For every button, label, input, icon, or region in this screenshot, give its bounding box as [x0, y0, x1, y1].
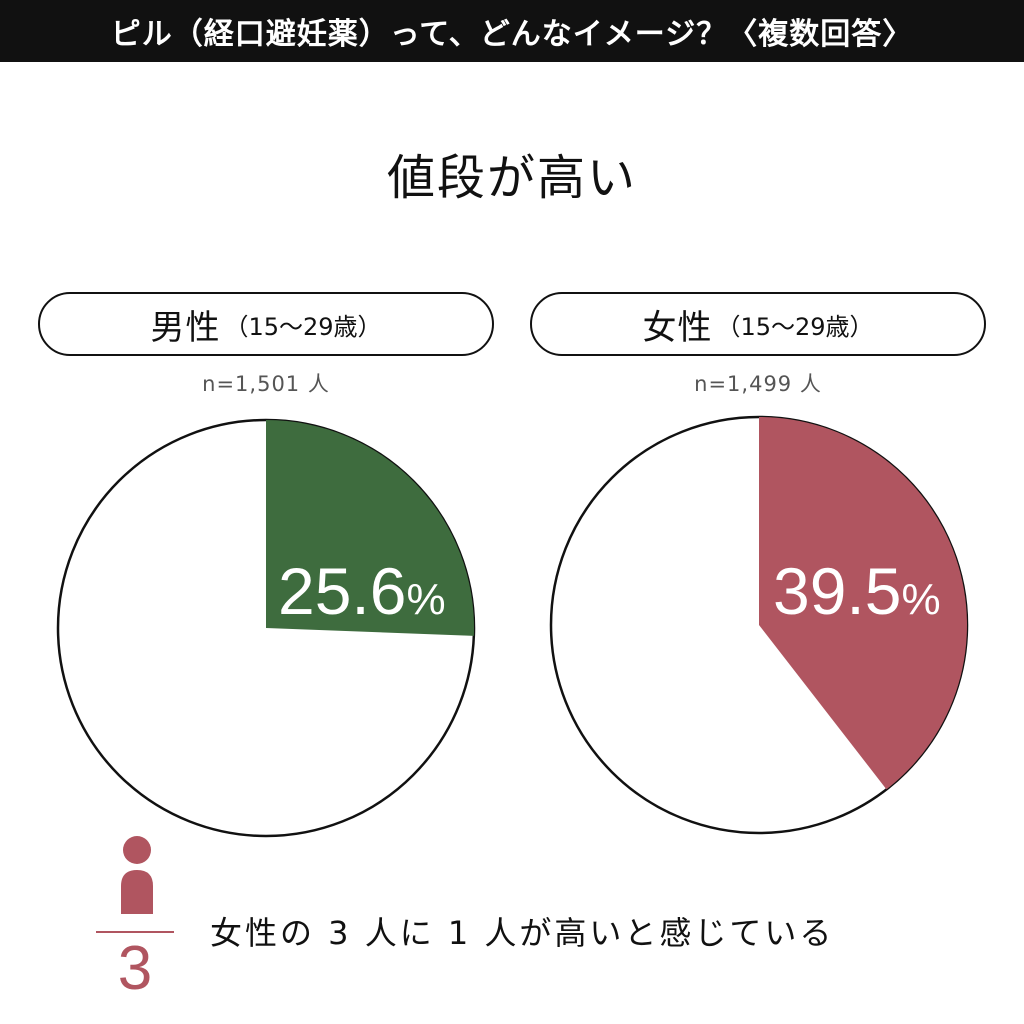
male-group-label: 男性 （15〜29歳）: [38, 292, 494, 356]
male-sample-size: n=1,501 人: [202, 372, 330, 396]
person-icon: [121, 836, 153, 914]
female-sample-size: n=1,499 人: [694, 372, 822, 396]
female-label: 女性: [642, 307, 713, 348]
summary-text: 女性の 3 人に 1 人が高いと感じている: [210, 914, 835, 952]
male-percentage-value: 25.6: [278, 554, 406, 628]
header-bar: ピル（経口避妊薬）って、どんなイメージ？〈複数回答〉: [0, 0, 1024, 62]
male-pie-slice: [266, 420, 474, 636]
female-age-range: （15〜29歳）: [716, 312, 874, 341]
female-pie-chart: 39.5%: [549, 415, 969, 835]
female-group-label: 女性 （15〜29歳）: [530, 292, 986, 356]
fraction-line: [96, 931, 174, 933]
female-percentage-sign: %: [901, 575, 940, 624]
header-title: ピル（経口避妊薬）って、どんなイメージ？〈複数回答〉: [110, 17, 914, 52]
male-label: 男性: [150, 307, 221, 348]
person-icon-body: [121, 870, 153, 914]
male-percentage-sign: %: [406, 575, 445, 624]
male-percentage-label: 25.6%: [278, 554, 446, 628]
person-icon-head: [123, 836, 151, 864]
fraction-denominator: 3: [117, 934, 153, 1003]
male-age-range: （15〜29歳）: [224, 312, 382, 341]
female-pie-slice: [759, 417, 967, 790]
male-pie-chart: 25.6%: [56, 418, 476, 838]
female-percentage-label: 39.5%: [773, 554, 941, 628]
topic-title: 値段が高い: [386, 150, 637, 206]
female-percentage-value: 39.5: [773, 554, 901, 628]
